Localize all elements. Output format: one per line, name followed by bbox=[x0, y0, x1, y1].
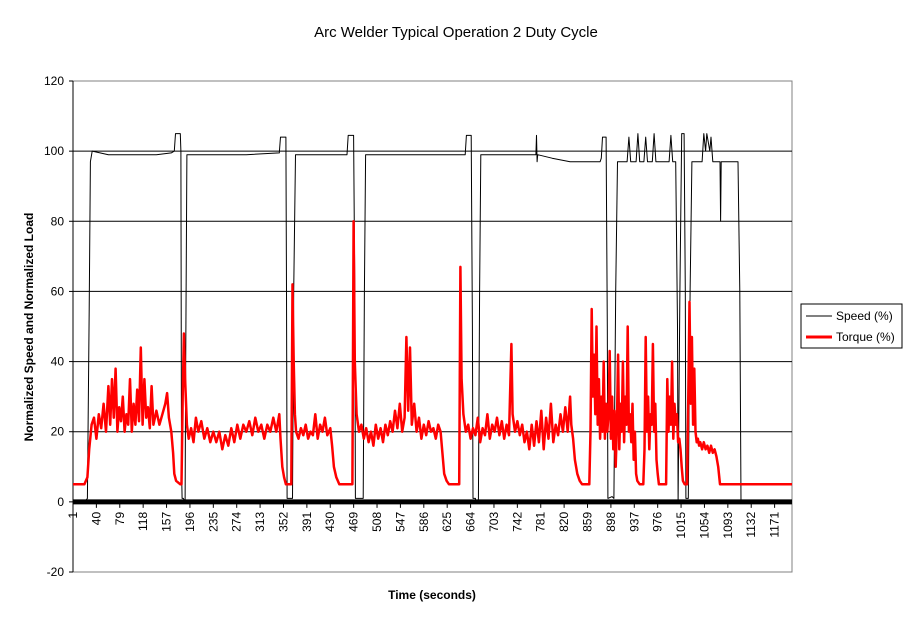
y-tick-label: 20 bbox=[51, 425, 65, 439]
legend-label-speed: Speed (%) bbox=[836, 309, 893, 323]
x-tick-label: 235 bbox=[206, 512, 220, 532]
y-tick-label: 60 bbox=[51, 284, 65, 298]
x-tick-label: 742 bbox=[510, 512, 524, 532]
y-tick-label: 100 bbox=[44, 144, 64, 158]
x-tick-label: 1132 bbox=[744, 512, 758, 538]
x-tick-label: 157 bbox=[160, 512, 174, 532]
x-tick-label: 703 bbox=[487, 512, 501, 532]
series-line-speed bbox=[73, 133, 792, 503]
x-tick-label: 781 bbox=[534, 512, 548, 532]
x-tick-label: 352 bbox=[276, 512, 290, 532]
x-tick-label: 937 bbox=[627, 512, 641, 532]
y-tick-label: 40 bbox=[51, 355, 65, 369]
x-tick-label: 1015 bbox=[674, 512, 688, 539]
x-tick-label: 118 bbox=[136, 512, 150, 531]
x-axis-title: Time (seconds) bbox=[388, 588, 476, 602]
x-tick-label: 820 bbox=[557, 512, 571, 532]
x-tick-label: 391 bbox=[300, 512, 314, 532]
series-line-torque bbox=[73, 220, 792, 486]
x-tick-label: 1054 bbox=[697, 512, 711, 539]
x-tick-label: 274 bbox=[230, 512, 244, 532]
legend: Speed (%) Torque (%) bbox=[800, 303, 903, 349]
x-tick-label: 40 bbox=[89, 512, 103, 526]
x-tick-label: 1171 bbox=[768, 512, 782, 538]
plot-frame bbox=[72, 80, 793, 573]
y-axis-title: Normalized Speed and Normalized Load bbox=[22, 213, 36, 442]
x-tick-label: 859 bbox=[581, 512, 595, 532]
x-tick-label: 469 bbox=[347, 512, 361, 532]
x-tick-label: 586 bbox=[417, 512, 431, 532]
x-tick-label: 1 bbox=[66, 512, 80, 519]
chart-title: Arc Welder Typical Operation 2 Duty Cycl… bbox=[314, 24, 598, 41]
x-tick-label: 508 bbox=[370, 512, 384, 532]
x-tick-label: 898 bbox=[604, 512, 618, 532]
x-tick-label: 1093 bbox=[721, 512, 735, 539]
legend-box bbox=[800, 303, 903, 349]
x-tick-label: 196 bbox=[183, 512, 197, 532]
x-tick-label: 664 bbox=[464, 512, 478, 532]
x-tick-label: 625 bbox=[440, 512, 454, 532]
legend-label-torque: Torque (%) bbox=[836, 330, 895, 344]
y-tick-label: 0 bbox=[57, 495, 64, 509]
x-tick-label: 313 bbox=[253, 512, 267, 532]
x-tick-label: 976 bbox=[651, 512, 665, 532]
y-tick-label: 120 bbox=[44, 74, 64, 88]
x-tick-label: 79 bbox=[113, 512, 127, 526]
x-tick-label: 430 bbox=[323, 512, 337, 532]
x-tick-label: 547 bbox=[393, 512, 407, 532]
y-tick-label: 80 bbox=[51, 214, 65, 228]
y-tick-label: -20 bbox=[47, 565, 65, 579]
